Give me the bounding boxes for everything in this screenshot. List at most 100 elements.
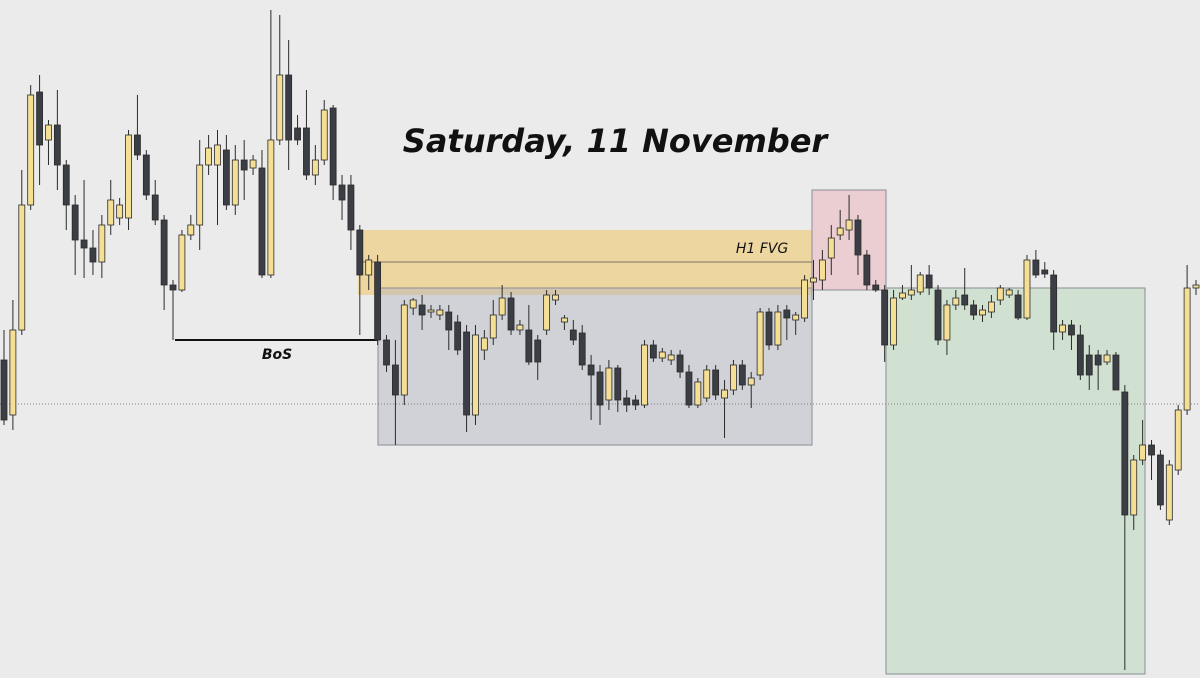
candle-body bbox=[578, 332, 586, 366]
candle-body bbox=[907, 289, 915, 296]
candle-body bbox=[516, 324, 524, 331]
candle-body bbox=[934, 289, 942, 341]
candle-body bbox=[952, 297, 960, 306]
candle-body bbox=[0, 359, 8, 421]
candle-body bbox=[970, 304, 978, 316]
candle-body bbox=[747, 377, 755, 386]
candle-body bbox=[552, 294, 559, 301]
candle-body bbox=[658, 351, 666, 359]
candle-body bbox=[1059, 324, 1066, 333]
candle-body bbox=[614, 367, 622, 401]
candle-body bbox=[1041, 269, 1049, 275]
candle-body bbox=[303, 127, 310, 176]
candle-body bbox=[836, 227, 844, 236]
candle-body bbox=[818, 259, 826, 281]
candle-body bbox=[1068, 324, 1075, 336]
candle-body bbox=[214, 144, 221, 166]
candle-body bbox=[783, 309, 791, 319]
fvg-zone bbox=[358, 230, 812, 295]
candle-body bbox=[392, 364, 399, 396]
candle-body bbox=[827, 237, 835, 259]
candle-body bbox=[810, 277, 817, 283]
candle-body bbox=[863, 254, 871, 286]
candle-body bbox=[222, 149, 230, 206]
candle-body bbox=[383, 339, 390, 366]
candle-body bbox=[1139, 444, 1147, 461]
candle-body bbox=[480, 337, 488, 351]
candle-body bbox=[294, 127, 301, 141]
candle-body bbox=[667, 354, 675, 361]
chart-title: Saturday, 11 November bbox=[403, 122, 830, 160]
candle-body bbox=[151, 194, 159, 221]
candle-body bbox=[116, 204, 124, 219]
candle-body bbox=[881, 289, 889, 346]
candle-body bbox=[738, 364, 746, 386]
candle-body bbox=[649, 344, 657, 359]
candle-body bbox=[596, 371, 604, 406]
candle-body bbox=[311, 159, 319, 176]
candle-body bbox=[534, 339, 542, 363]
candle-body bbox=[1076, 334, 1084, 376]
candle-body bbox=[400, 304, 408, 396]
candle-body bbox=[53, 124, 61, 166]
candle-body bbox=[463, 331, 470, 416]
candle-body bbox=[338, 184, 346, 201]
candle-body bbox=[71, 204, 79, 241]
candle-body bbox=[347, 184, 355, 231]
candle-body bbox=[365, 259, 373, 276]
candle-body bbox=[721, 389, 728, 399]
candle-body bbox=[854, 219, 862, 256]
candle-body bbox=[489, 314, 497, 339]
candle-body bbox=[445, 311, 453, 331]
candle-body bbox=[925, 274, 933, 289]
candle-body bbox=[961, 294, 969, 306]
candle-body bbox=[258, 167, 266, 276]
candle-body bbox=[561, 317, 568, 323]
candle-body bbox=[498, 297, 506, 316]
candle-body bbox=[9, 329, 17, 416]
candle-body bbox=[641, 344, 648, 406]
candle-body bbox=[187, 224, 195, 236]
candle-body bbox=[1023, 259, 1031, 319]
candle-body bbox=[89, 247, 97, 263]
candle-body bbox=[872, 284, 880, 291]
candle-body bbox=[240, 159, 248, 171]
candle-body bbox=[525, 329, 533, 363]
candle-body bbox=[890, 297, 897, 346]
candle-body bbox=[801, 279, 808, 319]
candle-body bbox=[320, 109, 328, 161]
candle-body bbox=[1005, 289, 1013, 296]
candle-body bbox=[409, 299, 417, 309]
candle-body bbox=[1085, 354, 1093, 376]
candle-body bbox=[285, 74, 293, 141]
candle-body bbox=[427, 309, 435, 313]
candle-body bbox=[356, 229, 364, 276]
candle-body bbox=[765, 311, 773, 346]
candle-body bbox=[1032, 259, 1040, 276]
candle-body bbox=[623, 397, 631, 406]
candle-body bbox=[80, 239, 88, 249]
candle-body bbox=[329, 107, 337, 186]
candle-body bbox=[142, 154, 150, 196]
candle-body bbox=[1121, 391, 1129, 516]
candle-body bbox=[730, 364, 737, 391]
candle-body bbox=[979, 309, 986, 316]
candle-body bbox=[160, 219, 168, 286]
candle-body bbox=[943, 304, 951, 341]
candle-body bbox=[98, 224, 106, 263]
candle-body bbox=[694, 381, 702, 406]
candle-body bbox=[605, 367, 613, 401]
candle-body bbox=[436, 309, 444, 316]
candle-body bbox=[454, 321, 462, 351]
candle-body bbox=[988, 301, 995, 313]
candle-body bbox=[543, 294, 551, 331]
candle-body bbox=[1014, 294, 1022, 319]
candle-body bbox=[1050, 274, 1058, 333]
candle-body bbox=[374, 261, 382, 341]
candle-body bbox=[178, 234, 186, 291]
candle-body bbox=[107, 199, 115, 226]
candle-body bbox=[1094, 354, 1102, 366]
candle-body bbox=[418, 304, 426, 316]
bos-label: BoS bbox=[262, 347, 292, 363]
candle-body bbox=[249, 159, 257, 169]
